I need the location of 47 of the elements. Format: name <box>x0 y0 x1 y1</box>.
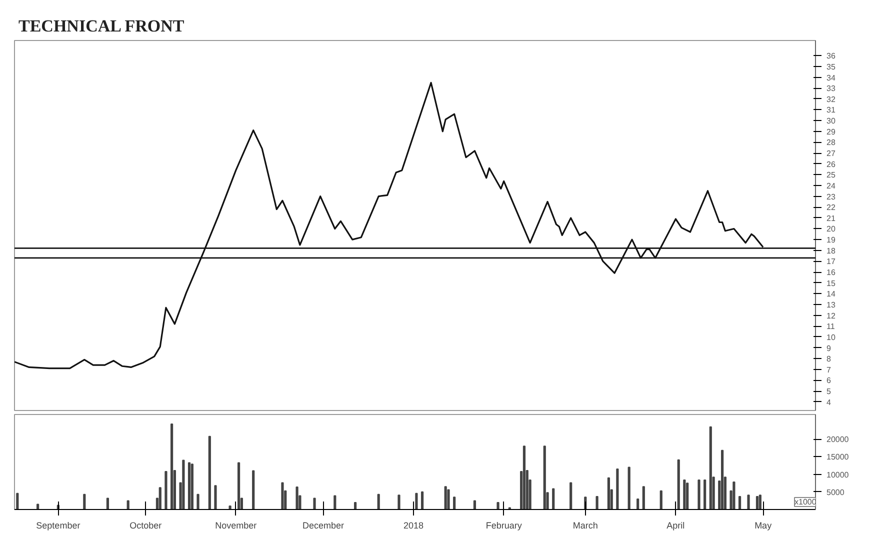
y-tick-label: 15 <box>826 278 836 288</box>
x-tick-label: November <box>215 520 257 530</box>
y-tick-label: 35 <box>826 62 836 72</box>
y-tick-label: 10000 <box>826 470 850 480</box>
y-tick-label: 19 <box>826 236 836 245</box>
x-tick-label: March <box>572 520 598 530</box>
y-tick-label: 13 <box>826 300 836 310</box>
x-tick-label: September <box>36 520 80 530</box>
y-tick-label: 29 <box>826 127 836 136</box>
y-tick-label: 24 <box>826 181 836 190</box>
y-tick-label: 16 <box>826 268 836 278</box>
x-tick-label: December <box>302 520 344 530</box>
y-tick-label: 27 <box>826 149 836 158</box>
y-tick-label: 5000 <box>826 488 845 497</box>
y-tick-label: 21 <box>826 214 836 223</box>
x-tick-label: October <box>130 520 162 530</box>
y-tick-label: 22 <box>826 203 836 212</box>
chart-title: TECHNICAL FRONT <box>18 16 185 36</box>
x-tick-label: February <box>486 520 522 530</box>
y-tick-label: 36 <box>826 52 836 61</box>
y-tick-label: 10 <box>826 332 836 342</box>
y-tick-label: 26 <box>826 160 836 169</box>
y-tick-label: 12 <box>826 311 836 320</box>
y-tick-label: 4 <box>826 398 832 407</box>
y-tick-label: 6 <box>826 376 832 386</box>
y-tick-label: 34 <box>826 73 836 82</box>
y-tick-label: 25 <box>826 170 836 180</box>
y-tick-label: 23 <box>826 192 836 202</box>
y-tick-label: 33 <box>826 84 836 94</box>
y-tick-label: 18 <box>826 246 836 256</box>
y-tick-label: 20 <box>826 224 836 234</box>
y-tick-label: 15000 <box>826 452 850 462</box>
y-tick-label: 9 <box>826 344 832 353</box>
y-tick-label: 7 <box>826 365 832 374</box>
x-tick-label: 2018 <box>404 520 424 530</box>
x-tick-label: April <box>666 520 685 530</box>
y-tick-label: 30 <box>826 116 836 126</box>
y-tick-label: 5 <box>826 387 832 396</box>
y-tick-label: 8 <box>826 354 832 364</box>
y-tick-label: 11 <box>826 322 836 332</box>
y-tick-label: 20000 <box>826 435 850 444</box>
y-tick-label: 31 <box>826 106 836 115</box>
y-tick-label: 17 <box>826 257 836 266</box>
x-tick-label: May <box>754 520 772 530</box>
y-tick-label: 14 <box>826 290 836 299</box>
y-tick-label: 28 <box>826 138 836 148</box>
y-tick-label: 32 <box>826 94 836 104</box>
